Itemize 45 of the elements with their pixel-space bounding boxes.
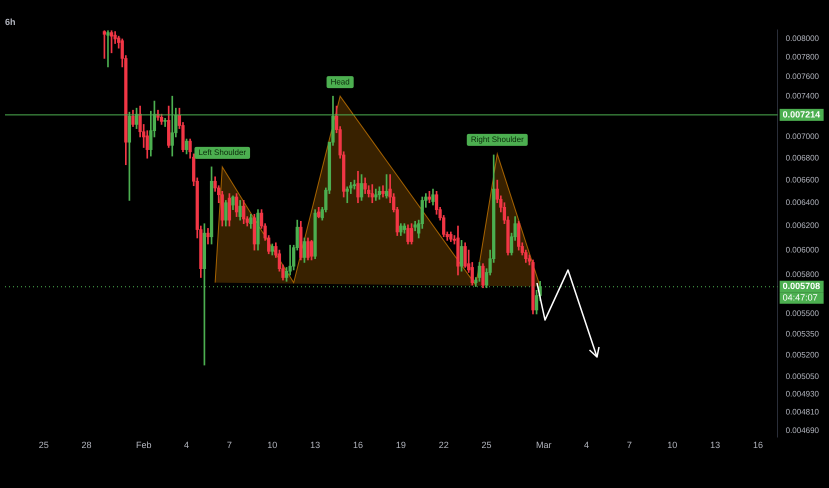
x-tick-label: 4 — [184, 440, 190, 450]
x-tick-label: 19 — [396, 440, 406, 450]
x-tick-label: 7 — [626, 440, 632, 450]
y-tick-label: 0.007000 — [786, 132, 820, 142]
y-tick-label: 0.007600 — [786, 72, 820, 81]
x-tick-label: 10 — [267, 440, 278, 450]
x-tick-label: 25 — [38, 440, 49, 450]
y-tick-label: 0.004810 — [786, 408, 820, 417]
x-tick-label: 13 — [310, 440, 320, 450]
x-tick-label: 4 — [584, 440, 590, 450]
candlestick — [381, 185, 385, 198]
x-tick-label: 13 — [710, 440, 720, 450]
x-tick-label: 22 — [438, 440, 449, 450]
y-tick-label: 0.005350 — [786, 329, 820, 338]
x-tick-label: 7 — [226, 440, 232, 450]
candlestick — [106, 30, 110, 68]
y-tick-label: 0.005500 — [786, 309, 820, 318]
y-tick-label: 0.005050 — [786, 372, 820, 381]
y-tick-label: 0.005200 — [786, 350, 820, 360]
y-tick-label: 0.007800 — [786, 52, 820, 62]
x-tick-label: 28 — [82, 440, 92, 450]
y-tick-label: 0.006000 — [786, 245, 820, 254]
y-tick-label: 0.006600 — [786, 175, 820, 184]
ref-line-label: 0.007214 — [782, 109, 820, 120]
y-tick-label: 0.008000 — [786, 34, 820, 44]
y-tick-label: 0.006200 — [786, 221, 820, 230]
x-tick-label: Feb — [136, 440, 152, 450]
annotation: Right Shoulder — [470, 135, 524, 144]
chart-title: 6h — [5, 16, 16, 27]
candlestick — [110, 30, 114, 54]
text: 04:47:07 — [782, 292, 818, 303]
y-tick-label: 0.007400 — [786, 91, 820, 100]
y-tick-label: 0.006400 — [786, 198, 820, 207]
x-tick-label: 25 — [482, 440, 492, 450]
y-tick-label: 0.004930 — [786, 389, 820, 398]
annotation: Left Shoulder — [198, 148, 246, 158]
annotation: Head — [330, 77, 350, 86]
x-tick-label: 10 — [667, 440, 678, 450]
x-tick-label: 16 — [352, 440, 363, 450]
y-tick-label: 0.004690 — [786, 426, 820, 436]
ref-line-label: 0.005708 — [782, 281, 820, 292]
y-tick-label: 0.006800 — [786, 153, 820, 162]
y-tick-label: 0.005800 — [786, 270, 820, 280]
x-tick-label: Mar — [536, 440, 552, 450]
x-tick-label: 16 — [752, 440, 763, 450]
